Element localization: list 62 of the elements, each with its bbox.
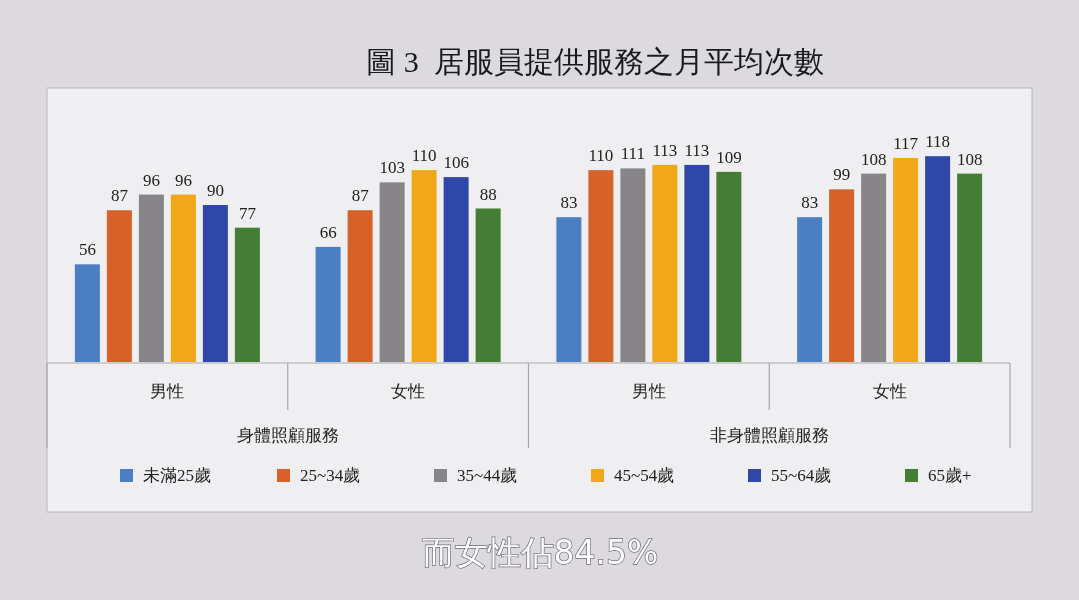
data-label: 118 [925, 132, 951, 152]
text: 身體照顧服務 [236, 426, 339, 445]
legend-label: 65歲+ [928, 466, 972, 485]
legend-label: 45~54歲 [614, 466, 675, 485]
bar [138, 194, 164, 362]
data-label: 88 [479, 184, 497, 204]
legend-label: 未滿25歲 [143, 466, 211, 485]
bar [106, 210, 132, 362]
data-label: 113 [652, 140, 678, 160]
bar [556, 217, 582, 362]
data-label: 83 [560, 193, 578, 213]
data-label: 108 [956, 149, 983, 169]
text: 而女性佔84.5% [421, 533, 659, 572]
bar [797, 217, 823, 362]
bar [588, 170, 614, 362]
chart-title: 圖 3 居服員提供服務之月平均次數 [366, 45, 824, 78]
bar [74, 264, 100, 362]
data-label: 113 [684, 140, 710, 160]
bar [716, 171, 742, 362]
bar [379, 182, 405, 362]
bar [170, 194, 196, 362]
x-tick-label: 女性 [872, 382, 907, 401]
data-label: 96 [174, 170, 192, 190]
data-label: 106 [443, 153, 469, 173]
bar [684, 164, 710, 362]
bar [443, 177, 469, 362]
data-label: 90 [206, 181, 224, 201]
data-label: 99 [833, 165, 851, 185]
bar [475, 208, 501, 362]
legend-label: 55~64歲 [771, 466, 832, 485]
x-tick-label: 男性 [150, 382, 185, 401]
bar [957, 173, 983, 362]
bar [234, 227, 260, 362]
bar [652, 164, 678, 362]
data-label: 111 [620, 144, 645, 164]
data-label: 87 [351, 186, 370, 206]
data-label: 117 [893, 133, 919, 153]
data-label: 110 [588, 146, 614, 166]
bar [925, 156, 951, 362]
bar [411, 170, 437, 362]
bar [829, 189, 855, 362]
x-tick-label: 女性 [391, 382, 426, 401]
bar [347, 210, 373, 362]
data-label: 56 [78, 240, 96, 260]
bar [620, 168, 646, 362]
data-label: 109 [716, 147, 742, 167]
data-label: 83 [801, 193, 819, 213]
data-label: 66 [319, 222, 337, 242]
text: 非身體照顧服務 [709, 426, 829, 445]
x-tick-label: 男性 [631, 382, 666, 401]
data-label: 110 [411, 146, 437, 166]
bar [315, 246, 341, 362]
legend-label: 25~34歲 [300, 466, 361, 485]
data-label: 96 [142, 170, 160, 190]
bar [861, 173, 887, 362]
bar [202, 205, 228, 362]
bar [893, 157, 919, 362]
data-label: 77 [238, 203, 257, 223]
data-label: 87 [110, 186, 129, 206]
data-label: 108 [860, 149, 887, 169]
data-label: 103 [379, 158, 405, 178]
legend-label: 35~44歲 [457, 466, 518, 485]
